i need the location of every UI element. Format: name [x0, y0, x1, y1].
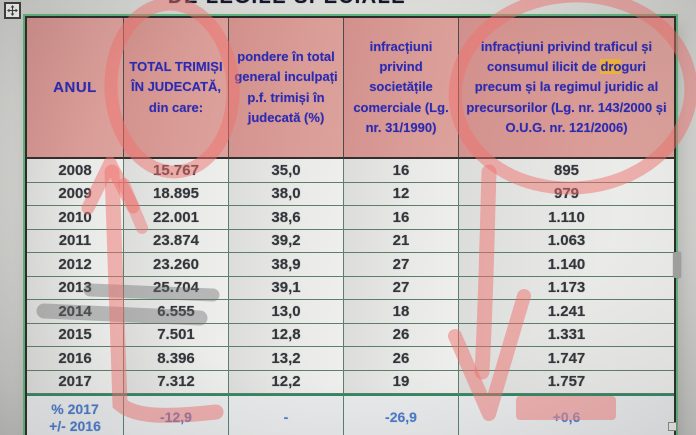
cell-societati: 21	[344, 229, 459, 253]
cell-societati: 19	[344, 370, 459, 394]
cell-societati: 26	[344, 347, 459, 371]
cell-pondere: 35,0	[229, 159, 344, 183]
cell-pondere: 38,6	[229, 206, 344, 230]
cell-year: 2017	[27, 370, 124, 394]
cell-droguri: 1.140	[459, 253, 674, 277]
summary-pondere: -	[229, 394, 344, 435]
header-pondere: pondere în total general inculpați p.f. …	[229, 18, 344, 159]
cell-year: 2012	[27, 253, 124, 277]
cell-total: 25.704	[124, 276, 229, 300]
cell-total: 7.501	[124, 323, 229, 347]
summary-label: % 2017 +/- 2016	[27, 394, 124, 435]
cell-pondere: 12,8	[229, 323, 344, 347]
cell-year: 2014	[27, 300, 124, 324]
cell-societati: 16	[344, 206, 459, 230]
cell-societati: 27	[344, 276, 459, 300]
cell-droguri: 895	[459, 159, 674, 183]
table-resize-handle[interactable]	[668, 422, 677, 431]
cell-year: 2015	[27, 323, 124, 347]
header-droguri: infracțiuni privind traficul și consumul…	[459, 18, 674, 159]
cell-pondere: 13,2	[229, 347, 344, 371]
cell-droguri: 1.747	[459, 347, 674, 371]
summary-droguri: +0,6	[459, 394, 674, 435]
search-highlight: dro	[600, 59, 622, 75]
header-societati-comerciale: infracțiuni privind societățile comercia…	[344, 18, 459, 159]
summary-label-line2: +/- 2016	[49, 418, 101, 434]
cell-total: 23.874	[124, 229, 229, 253]
summary-label-line1: % 2017	[51, 400, 99, 417]
cell-pondere: 39,1	[229, 276, 344, 300]
header-anul: ANUL	[27, 18, 124, 159]
cell-total: 23.260	[124, 253, 229, 277]
cell-droguri: 1.063	[459, 229, 674, 253]
cell-pondere: 39,2	[229, 229, 344, 253]
cell-total: 15.767	[124, 159, 229, 183]
cell-total: 8.396	[124, 347, 229, 371]
cell-droguri: 979	[459, 182, 674, 206]
cell-droguri: 1.110	[459, 206, 674, 230]
scrollbar-thumb[interactable]	[673, 252, 681, 278]
cell-pondere: 38,9	[229, 253, 344, 277]
cell-societati: 27	[344, 253, 459, 277]
cell-societati: 12	[344, 182, 459, 206]
cell-droguri: 1.757	[459, 370, 674, 394]
cell-year: 2011	[27, 229, 124, 253]
cell-total: 7.312	[124, 370, 229, 394]
table-move-handle[interactable]	[4, 2, 21, 19]
cell-pondere: 13,0	[229, 300, 344, 324]
cell-total: 6.555	[124, 300, 229, 324]
cell-pondere: 12,2	[229, 370, 344, 394]
cell-droguri: 1.173	[459, 276, 674, 300]
cell-year: 2008	[27, 159, 124, 183]
move-icon	[7, 5, 18, 16]
cell-total: 18.895	[124, 182, 229, 206]
cell-societati: 16	[344, 159, 459, 183]
header-total-trimisi: TOTAL TRIMIȘI ÎN JUDECATĂ, din care:	[124, 18, 229, 159]
cell-year: 2013	[27, 276, 124, 300]
cell-pondere: 38,0	[229, 182, 344, 206]
cell-droguri: 1.241	[459, 300, 674, 324]
cell-year: 2009	[27, 182, 124, 206]
cell-societati: 18	[344, 300, 459, 324]
cell-droguri: 1.331	[459, 323, 674, 347]
cell-societati: 26	[344, 323, 459, 347]
cell-total: 22.001	[124, 206, 229, 230]
document-title-partial: DE LEGILE SPECIALE	[168, 0, 498, 9]
statistics-table: ANUL TOTAL TRIMIȘI ÎN JUDECATĂ, din care…	[25, 16, 676, 435]
summary-societati: -26,9	[344, 394, 459, 435]
cell-year: 2010	[27, 206, 124, 230]
summary-total: -12,9	[124, 394, 229, 435]
cell-year: 2016	[27, 347, 124, 371]
